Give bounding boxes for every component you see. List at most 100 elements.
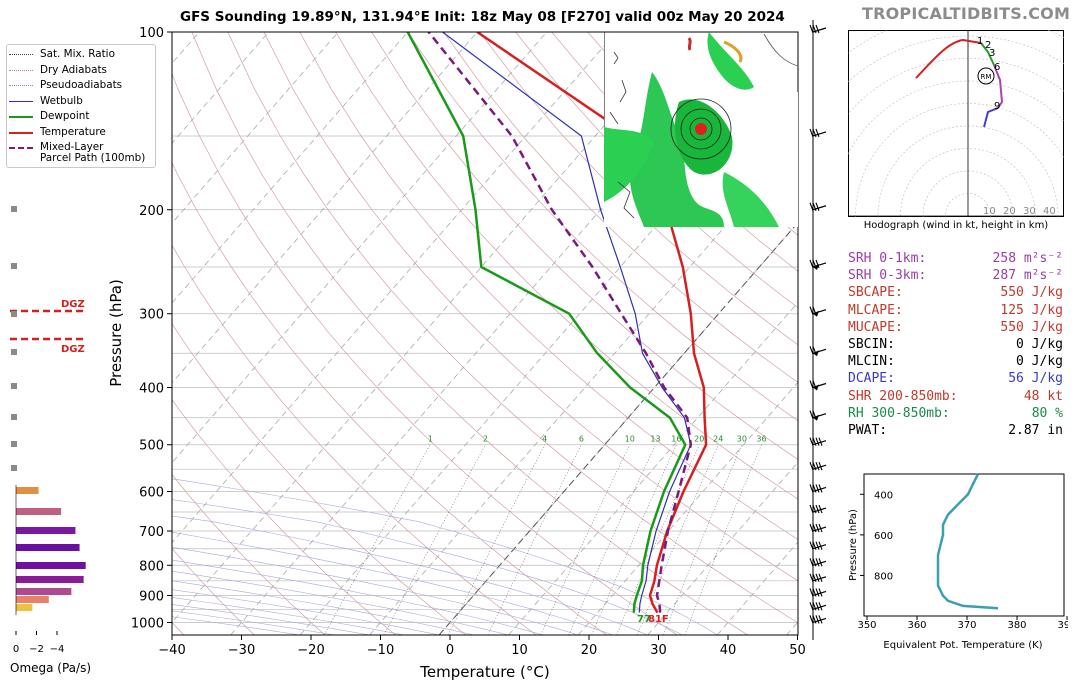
theta-e-x-tick-label: 380 [1007, 620, 1026, 631]
parameter-row: PWAT: 2.87 in [848, 422, 1063, 439]
wind-barb [809, 504, 827, 514]
wind-barb-flag [812, 461, 817, 471]
wind-barb-flag [809, 380, 814, 389]
legend-swatch [9, 100, 33, 102]
theta-e-x-label: Equivalent Pot. Temperature (K) [883, 640, 1042, 650]
legend-label: Dewpoint [40, 110, 90, 122]
wind-barb [809, 259, 827, 270]
wind-barb-flag [809, 128, 814, 138]
wind-barb-flag [809, 484, 814, 493]
mixing-ratio-line [323, 444, 431, 635]
dry-adiabat-line [172, 473, 326, 635]
theta-e-y-tick-label: 400 [874, 490, 893, 501]
parameter-value: 0 J/kg [1016, 336, 1063, 352]
theta-e-x-tick-label: 370 [957, 620, 976, 631]
series-wetbulb [442, 32, 692, 613]
x-tick-label: 20 [581, 643, 598, 658]
wind-barb-flag [809, 573, 814, 583]
parameter-label: SRH 0-3km: [848, 268, 927, 284]
wind-barb [809, 128, 827, 138]
wind-barb [809, 602, 827, 611]
parameter-label: SHR 200-850mb: [848, 388, 958, 404]
legend-label: Wetbulb [40, 94, 83, 107]
mixing-ratio-line [591, 444, 677, 635]
hodograph-trace-0-3km [915, 38, 982, 79]
pseudoadiabat-line [172, 589, 440, 635]
x-tick-label: −40 [158, 643, 185, 658]
mixing-ratio-label: 2 [483, 435, 488, 444]
parameter-row: MLCAPE: 125 J/kg [848, 302, 1063, 319]
wind-barb-flag [815, 541, 820, 550]
omega-bar [16, 562, 86, 569]
parameter-label: RH 300-850mb: [848, 405, 950, 421]
wind-barb-flag [809, 410, 814, 419]
wind-barb [809, 461, 827, 471]
wind-barb-flag [818, 523, 823, 533]
dry-adiabat-line [172, 322, 467, 635]
parameter-label: MLCIN: [848, 354, 895, 370]
mixing-ratio-line [540, 444, 630, 635]
wind-barb-flag [815, 615, 820, 624]
parameter-value: 550 J/kg [1000, 285, 1063, 301]
wind-barb-flag [818, 504, 823, 514]
y-tick-label: 900 [139, 589, 164, 604]
wind-barb [809, 306, 827, 317]
mixing-ratio-label: 13 [650, 435, 660, 444]
parameter-label: MUCAPE: [848, 319, 903, 335]
parameter-label: PWAT: [848, 422, 888, 438]
series-temperature [476, 32, 708, 614]
pseudoadiabat-line [172, 499, 683, 635]
wind-barb-flag [812, 558, 817, 567]
theta-e-profile-line [936, 473, 999, 610]
dry-adiabat-line [371, 32, 798, 460]
isotherm-line [508, 301, 798, 635]
parameter-row: SHR 200-850mb: 48 kt [848, 388, 1063, 405]
omega-bar [16, 527, 76, 534]
x-tick-label: 40 [720, 643, 737, 658]
mixing-ratio-line [447, 444, 545, 635]
dry-adiabat-line [172, 244, 537, 635]
wind-barb [809, 588, 827, 597]
parameter-row: SRH 0-3km: 287 m²s⁻² [848, 267, 1063, 284]
wind-barb-flag [815, 128, 820, 138]
y-tick-label: 600 [139, 485, 164, 500]
satellite-map-inset [604, 32, 798, 227]
mixing-ratio-label: 30 [737, 435, 747, 444]
legend-swatch [9, 147, 33, 149]
wind-barb [809, 615, 827, 624]
wind-barb-flag [818, 437, 823, 446]
isotherm-line [172, 32, 617, 544]
surface-temperature-label: 81F [648, 614, 669, 625]
right-mover-label: RM [981, 73, 992, 81]
brand-watermark: TROPICALTIDBITS.COM [862, 4, 1071, 23]
parameter-row: RH 300-850mb: 80 % [848, 405, 1063, 422]
omega-marker [11, 383, 17, 389]
dry-adiabat-line [172, 72, 678, 635]
omega-marker [11, 441, 17, 447]
omega-bar [16, 604, 33, 611]
wind-barb-flag [809, 461, 814, 471]
hodograph-ring-label: 20 [1003, 206, 1016, 217]
isotherm-line [299, 62, 798, 635]
omega-bar [16, 487, 39, 494]
y-tick-label: 1000 [131, 616, 164, 631]
x-tick-label: 30 [650, 643, 667, 658]
x-tick-label: 10 [511, 643, 528, 658]
legend-label: Mixed-Layer [40, 141, 104, 153]
hodograph-ring-label: 10 [983, 206, 996, 217]
dry-adiabat-line [172, 162, 607, 635]
wind-barb-flag [812, 573, 817, 583]
wind-barb-flag [809, 541, 814, 550]
omega-marker [11, 349, 17, 355]
wind-barb-flag [812, 24, 817, 34]
mixing-ratio-line [616, 444, 700, 635]
parameter-row: MUCAPE: 550 J/kg [848, 319, 1063, 336]
mixing-ratio-label: 24 [713, 435, 723, 444]
legend-label: Dry Adiabats [40, 63, 107, 76]
wind-barb-flag [809, 558, 814, 567]
y-tick-label: 100 [139, 26, 164, 41]
wind-barb-pennant [813, 414, 819, 421]
y-tick-label: 500 [139, 439, 164, 454]
